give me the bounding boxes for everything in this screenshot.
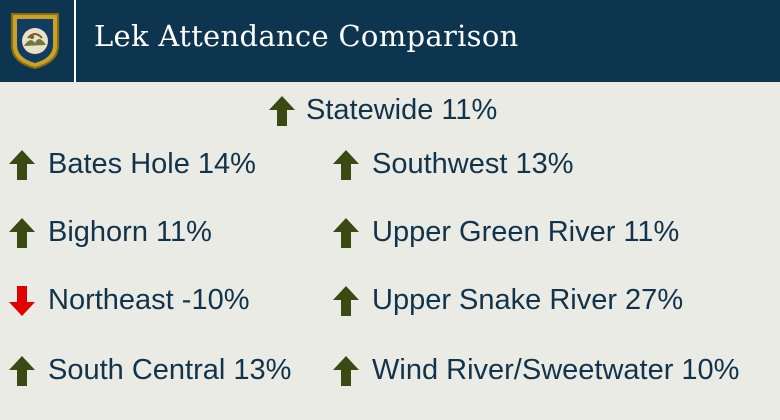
stat-label: Bates Hole 14% [48,148,256,180]
stat-southwest: Southwest 13% [330,148,574,181]
header-divider [74,0,76,82]
up-arrow-icon [333,217,359,248]
up-arrow-icon [333,149,359,180]
stat-label: Northeast -10% [48,284,250,316]
up-arrow-icon [333,285,359,316]
down-arrow-icon [9,285,35,316]
stat-label: Upper Green River 11% [372,216,680,248]
agency-logo [8,10,62,70]
stat-label: Bighorn 11% [48,216,212,248]
stat-bates-hole: Bates Hole 14% [6,148,256,181]
up-arrow-icon [269,95,295,126]
stat-statewide: Statewide 11% [268,94,497,127]
stat-south-central: South Central 13% [6,354,291,387]
stat-upper-snake-river: Upper Snake River 27% [330,284,683,317]
header-bar: Lek Attendance Comparison [0,0,780,82]
up-arrow-icon [9,217,35,248]
stat-label: South Central 13% [48,354,292,386]
page-title: Lek Attendance Comparison [94,19,519,53]
up-arrow-icon [9,355,35,386]
stat-label: Upper Snake River 27% [372,284,684,316]
stat-label: Statewide 11% [306,94,498,126]
stat-label: Southwest 13% [372,148,574,180]
stat-label: Wind River/Sweetwater 10% [372,354,740,386]
stat-wind-river-sweetwater: Wind River/Sweetwater 10% [330,354,739,387]
stat-northeast: Northeast -10% [6,284,250,317]
stat-bighorn: Bighorn 11% [6,216,212,249]
up-arrow-icon [9,149,35,180]
up-arrow-icon [333,355,359,386]
stat-upper-green-river: Upper Green River 11% [330,216,679,249]
